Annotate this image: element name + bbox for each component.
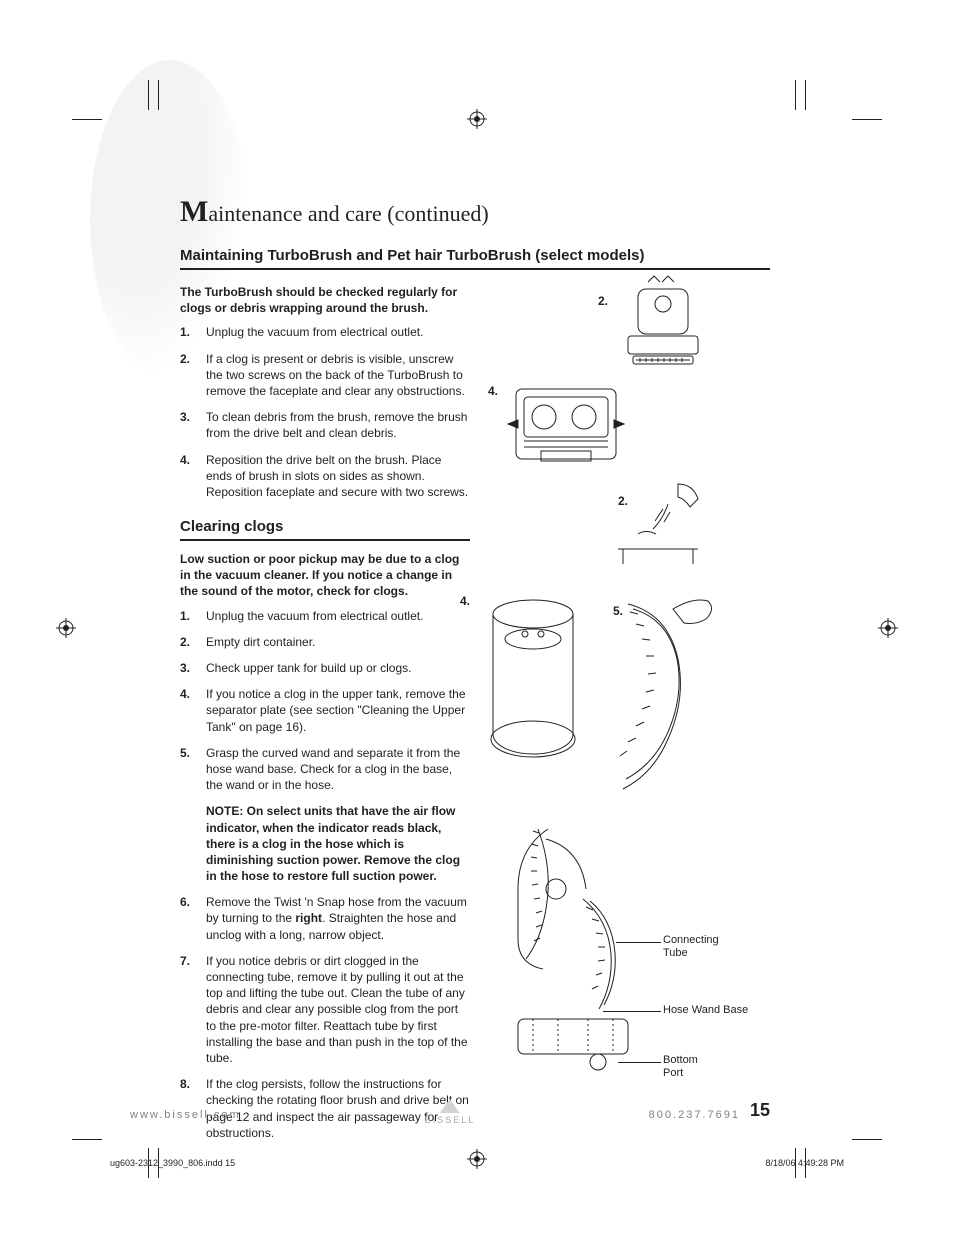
diagram-column: 2. 4. 2. <box>488 284 770 1151</box>
step-item: 1.Unplug the vacuum from electrical outl… <box>180 608 470 624</box>
callout-connecting-tube: Connecting Tube <box>663 934 719 960</box>
section1-lead: The TurboBrush should be checked regular… <box>180 284 470 316</box>
section1-steps: 1.Unplug the vacuum from electrical outl… <box>180 324 470 500</box>
text-column: The TurboBrush should be checked regular… <box>180 284 470 1151</box>
crop-mark <box>72 119 102 120</box>
step-item: 6.Remove the Twist 'n Snap hose from the… <box>180 894 470 943</box>
brush-clean-diagram <box>608 474 728 574</box>
callout-line <box>618 1062 661 1063</box>
callout-line <box>616 942 661 943</box>
turbobrush-open-diagram <box>506 379 626 474</box>
slug-file: ug603-2312_3990_806.indd 15 <box>110 1158 235 1168</box>
page-footer: www.bissell.com BISSELL 800.237.7691 15 <box>130 1100 770 1121</box>
section-heading-clogs: Clearing clogs <box>180 518 470 541</box>
step-item: 5.Grasp the curved wand and separate it … <box>180 745 470 794</box>
section2-note: NOTE: On select units that have the air … <box>180 803 470 884</box>
crop-mark <box>852 1139 882 1140</box>
step-item: 4.Reposition the drive belt on the brush… <box>180 452 470 501</box>
section2-steps: 1.Unplug the vacuum from electrical outl… <box>180 608 470 794</box>
title-dropcap: M <box>180 195 208 228</box>
crop-mark <box>852 119 882 120</box>
section-heading-turbobrush: Maintaining TurboBrush and Pet hair Turb… <box>180 247 770 270</box>
crop-mark <box>795 80 796 110</box>
step-item: 3.Check upper tank for build up or clogs… <box>180 660 470 676</box>
page-content: Maintenance and care (continued) Maintai… <box>180 195 770 1151</box>
vacuum-base-diagram <box>498 819 658 1079</box>
registration-mark-icon <box>56 618 76 638</box>
page-number: 15 <box>750 1100 770 1121</box>
page-title: Maintenance and care (continued) <box>180 195 770 229</box>
crop-mark <box>805 80 806 110</box>
diagram-label-2: 2. <box>598 294 608 308</box>
crop-mark <box>158 80 159 110</box>
turbobrush-back-diagram <box>618 274 708 369</box>
step-item: 7.If you notice debris or dirt clogged i… <box>180 953 470 1066</box>
step-item: 2.Empty dirt container. <box>180 634 470 650</box>
footer-url: www.bissell.com <box>130 1109 241 1121</box>
callout-line <box>603 1011 661 1012</box>
diagram-label-4: 4. <box>488 384 498 398</box>
crop-mark <box>148 80 149 110</box>
footer-phone: 800.237.7691 <box>649 1109 740 1121</box>
diagram-label-4b: 4. <box>460 594 470 608</box>
slug-date: 8/18/06 4:49:28 PM <box>765 1158 844 1168</box>
step-item: 1.Unplug the vacuum from electrical outl… <box>180 324 470 340</box>
callout-bottom-port: Bottom Port <box>663 1054 698 1080</box>
brand-name: BISSELL <box>425 1115 476 1125</box>
title-text: aintenance and care (continued) <box>208 201 488 226</box>
step-item: 4.If you notice a clog in the upper tank… <box>180 686 470 735</box>
registration-mark-icon <box>467 109 487 129</box>
crop-mark <box>72 1139 102 1140</box>
step-item: 2.If a clog is present or debris is visi… <box>180 351 470 400</box>
step-item: 3.To clean debris from the brush, remove… <box>180 409 470 441</box>
callout-hose-wand-base: Hose Wand Base <box>663 1004 748 1017</box>
brand-triangle-icon <box>440 1099 460 1113</box>
brand-logo: BISSELL <box>425 1099 476 1125</box>
section2-lead: Low suction or poor pickup may be due to… <box>180 551 470 600</box>
registration-mark-icon <box>878 618 898 638</box>
tank-hose-diagram <box>478 584 738 814</box>
print-slug: ug603-2312_3990_806.indd 15 8/18/06 4:49… <box>110 1158 844 1168</box>
